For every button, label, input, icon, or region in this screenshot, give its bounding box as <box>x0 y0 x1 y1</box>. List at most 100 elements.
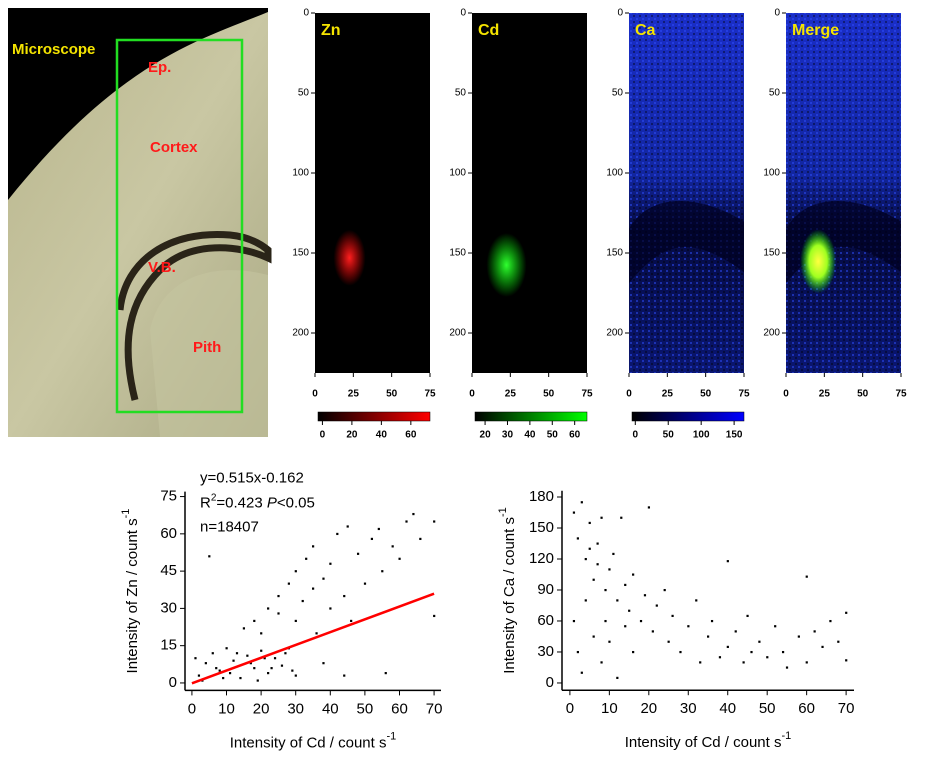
colorbar-tick-label: 40 <box>524 430 536 441</box>
point <box>572 619 576 623</box>
y-tick-label: 60 <box>160 525 177 542</box>
point <box>726 560 729 563</box>
point <box>377 527 380 531</box>
point <box>260 649 263 652</box>
y-tick-label: 150 <box>763 248 780 259</box>
point <box>774 625 777 628</box>
point <box>239 676 242 680</box>
y-tick-label: 50 <box>769 88 781 99</box>
x-tick-label: 60 <box>391 700 408 717</box>
y-tick-label: 0 <box>169 674 177 691</box>
heatmap-image <box>315 13 430 373</box>
x-tick-label: 75 <box>581 389 593 400</box>
point <box>608 568 611 571</box>
x-tick-label: 0 <box>566 700 574 717</box>
point <box>781 650 785 654</box>
point <box>343 674 346 677</box>
colorbar-tick-label: 20 <box>346 430 358 441</box>
x-tick-label: 25 <box>662 389 674 400</box>
label-text: Intensity of Cd / count s <box>625 734 782 751</box>
point <box>710 619 714 623</box>
scatter-plot: 0 15 30 45 60 75 0 10 20 30 40 50 60 70 Intensity of C… <box>120 470 443 752</box>
point <box>370 537 374 541</box>
hotspot <box>333 229 366 286</box>
point <box>204 662 207 665</box>
y-tick-label: 200 <box>763 328 780 339</box>
x-tick-label: 30 <box>287 700 304 717</box>
point <box>616 676 619 680</box>
point <box>687 625 690 628</box>
point <box>197 674 201 677</box>
y-tick-label: 0 <box>774 8 780 19</box>
point <box>604 619 607 623</box>
colorbar-tick-label: 50 <box>663 430 675 441</box>
panel-title: Merge <box>792 22 839 39</box>
point <box>253 667 256 670</box>
point <box>277 612 280 615</box>
label-sup: -1 <box>120 509 132 519</box>
y-axis-label: Intensity of Zn / count s-1 <box>120 509 141 674</box>
heatmap-panel: Merge 0 50 100 150 200 0 25 50 75 <box>763 8 907 400</box>
point <box>280 664 284 667</box>
x-tick-label: 20 <box>253 700 270 717</box>
colorbar-tick-label: 60 <box>569 430 581 441</box>
point <box>616 599 619 602</box>
point <box>643 594 647 597</box>
x-tick-label: 50 <box>386 389 398 400</box>
tissue-label: V.B. <box>148 259 176 276</box>
y-tick-label: 100 <box>449 168 466 179</box>
y-tick-label: 30 <box>537 643 554 660</box>
point <box>845 611 848 614</box>
point <box>315 632 318 635</box>
x-tick-label: 75 <box>895 389 907 400</box>
y-tick-label: 100 <box>606 168 623 179</box>
point <box>655 604 658 607</box>
y-tick-label: 90 <box>537 581 554 598</box>
panel-title: Zn <box>321 22 341 39</box>
point <box>256 679 259 682</box>
tissue-label: Pith <box>193 339 221 356</box>
point <box>381 570 384 573</box>
point <box>384 672 387 675</box>
fit-line <box>191 592 435 685</box>
point <box>294 619 297 623</box>
point <box>329 562 332 565</box>
ann-part: R <box>200 495 211 512</box>
label-text: Intensity of Cd / count s <box>230 734 387 751</box>
x-tick-label: 0 <box>783 389 789 400</box>
y-tick-label: 150 <box>292 248 309 259</box>
colorbar-tick-label: 150 <box>726 430 743 441</box>
x-tick-label: 40 <box>719 700 736 717</box>
x-tick-label: 75 <box>738 389 750 400</box>
ann-part: =0.423 <box>216 495 266 512</box>
point <box>346 525 349 528</box>
x-tick-label: 40 <box>322 700 339 717</box>
point <box>785 666 789 669</box>
point <box>228 672 232 675</box>
point <box>301 599 304 603</box>
point <box>211 652 214 655</box>
point <box>225 647 228 650</box>
point <box>267 607 270 610</box>
label-sup: -1 <box>781 730 791 742</box>
point <box>805 661 808 664</box>
annotation: y=0.515x-0.162 <box>200 470 304 487</box>
point <box>588 547 591 550</box>
label-text: Intensity of Ca / count s <box>501 517 518 674</box>
point <box>667 640 670 643</box>
point <box>284 652 287 655</box>
point <box>600 516 603 519</box>
y-tick-label: 0 <box>303 8 309 19</box>
x-tick-label: 60 <box>798 700 815 717</box>
point <box>576 650 579 654</box>
point <box>624 583 627 587</box>
point <box>260 632 263 635</box>
y-tick-label: 150 <box>449 248 466 259</box>
y-tick-label: 50 <box>298 88 310 99</box>
point <box>222 676 225 680</box>
scatter-plot: 0 30 60 90 120 150 180 0 10 20 30 40 50 60 70 Intensity… <box>497 488 855 751</box>
x-tick-label: 0 <box>312 389 318 400</box>
ann-part: <0.05 <box>277 495 315 512</box>
colorbar <box>474 411 588 422</box>
